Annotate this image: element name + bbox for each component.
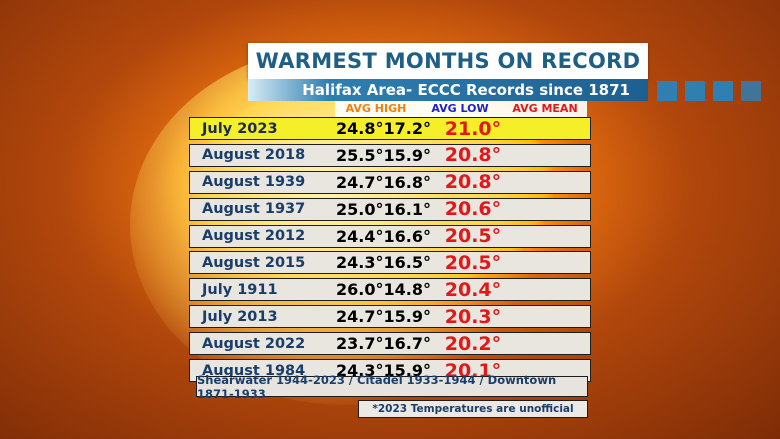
month-cell: July 2023 [202,120,278,137]
records-table: July 2023 24.8° 17.2° 21.0° August 2018 25.5°… [189,117,591,386]
avg-high-cell: 26.0° [336,280,384,300]
avg-low-cell: 16.6° [383,226,431,246]
avg-low-cell: 15.9° [383,145,431,165]
avg-low-cell: 15.9° [383,307,431,327]
avg-high-cell: 24.4° [336,226,384,246]
source-note: Shearwater 1944-2023 / Citadel 1933-1944… [196,373,588,401]
table-row: August 2015 24.3° 16.5° 20.5° [189,251,591,275]
avg-mean-cell: 20.2° [444,332,502,355]
avg-high-cell: 24.7° [336,307,384,327]
avg-mean-cell: 20.8° [444,171,502,194]
avg-low-cell: 17.2° [383,119,431,138]
unofficial-note-text: *2023 Temperatures are unofficial [372,403,574,415]
month-cell: August 1937 [202,201,306,218]
source-text: Shearwater 1944-2023 / Citadel 1933-1944… [197,372,557,401]
col-header-high: AVG HIGH [335,101,417,117]
avg-high-cell: 24.3° [336,253,384,273]
table-row: July 2023 24.8° 17.2° 21.0° [189,117,591,140]
table-row: July 1911 26.0° 14.8° 20.4° [189,278,591,302]
col-header-mean: AVG MEAN [503,101,587,117]
page-title: WARMEST MONTHS ON RECORD [248,43,648,79]
month-cell: August 1939 [202,174,306,191]
avg-low-cell: 14.8° [383,280,431,300]
avg-low-cell: 15.9° [383,361,431,381]
avg-mean-cell: 21.0° [444,117,502,140]
avg-mean-cell: 20.3° [444,305,502,328]
avg-high-cell: 24.3° [336,361,384,381]
month-cell: August 2018 [202,147,306,164]
table-row: August 2012 24.4° 16.6° 20.5° [189,224,591,248]
table-row: August 1939 24.7° 16.8° 20.8° [189,170,591,194]
avg-high-cell: 25.5° [336,145,384,165]
table-row: August 2018 25.5° 15.9° 20.8° [189,143,591,167]
decorative-square-1 [657,81,677,101]
month-cell: July 1911 [202,281,278,298]
avg-mean-cell: 20.8° [444,144,502,167]
decorative-square-2 [685,81,705,101]
avg-mean-cell: 20.4° [444,278,502,301]
avg-mean-cell: 20.6° [444,198,502,221]
subtitle-banner: Halifax Area- ECCC Records since 1871 [248,79,648,101]
table-row: August 2022 23.7° 16.7° 20.2° [189,332,591,356]
month-cell: August 2015 [202,254,306,271]
month-cell: August 1984 [202,362,306,379]
avg-high-cell: 24.8° [336,119,384,138]
avg-low-cell: 16.1° [383,199,431,219]
avg-mean-cell: 20.5° [444,251,502,274]
decorative-square-3 [713,81,733,101]
avg-high-cell: 25.0° [336,199,384,219]
table-row: July 2013 24.7° 15.9° 20.3° [189,305,591,329]
avg-high-cell: 23.7° [336,334,384,354]
avg-low-cell: 16.8° [383,172,431,192]
avg-mean-cell: 20.5° [444,225,502,248]
avg-low-cell: 16.7° [383,334,431,354]
table-row: August 1937 25.0° 16.1° 20.6° [189,197,591,221]
month-cell: August 2012 [202,228,306,245]
avg-high-cell: 24.7° [336,172,384,192]
month-cell: August 2022 [202,335,306,352]
month-cell: July 2013 [202,308,278,325]
subtitle-text: Halifax Area- ECCC Records since 1871 [302,81,630,99]
col-header-low: AVG LOW [417,101,503,117]
decorative-square-4 [741,81,761,101]
avg-low-cell: 16.5° [383,253,431,273]
unofficial-note: *2023 Temperatures are unofficial [358,400,588,418]
title-text: WARMEST MONTHS ON RECORD [255,49,641,73]
